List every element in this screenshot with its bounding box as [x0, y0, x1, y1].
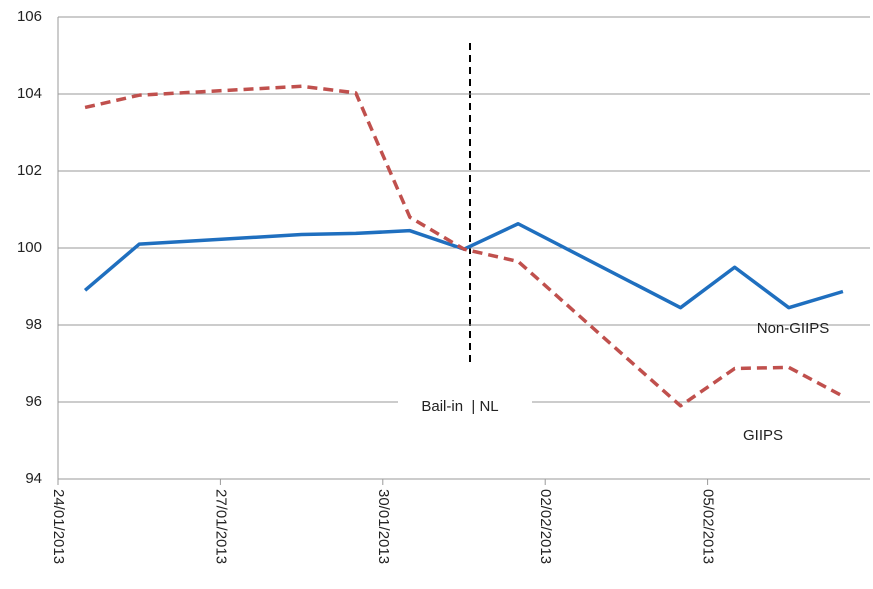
y-tick-label: 94 — [25, 470, 42, 487]
annotation: Bail-in | NL — [421, 398, 498, 415]
x-tick-label: 24/01/2013 — [50, 489, 67, 564]
y-tick-label: 104 — [17, 85, 42, 102]
y-tick-label: 106 — [17, 8, 42, 25]
y-tick-label: 98 — [25, 316, 42, 333]
x-tick-label: 30/01/2013 — [375, 489, 392, 564]
series-label: GIIPS — [743, 427, 783, 444]
series-line — [83, 221, 844, 310]
series-line — [84, 84, 844, 408]
y-tick-label: 100 — [17, 239, 42, 256]
x-tick-label: 05/02/2013 — [700, 489, 717, 564]
y-tick-label: 96 — [25, 393, 42, 410]
series-label: Non-GIIPS — [757, 320, 830, 337]
x-tick-label: 02/02/2013 — [537, 489, 554, 564]
y-tick-label: 102 — [17, 162, 42, 179]
x-tick-label: 27/01/2013 — [212, 489, 229, 564]
annotation-bg — [398, 393, 532, 421]
